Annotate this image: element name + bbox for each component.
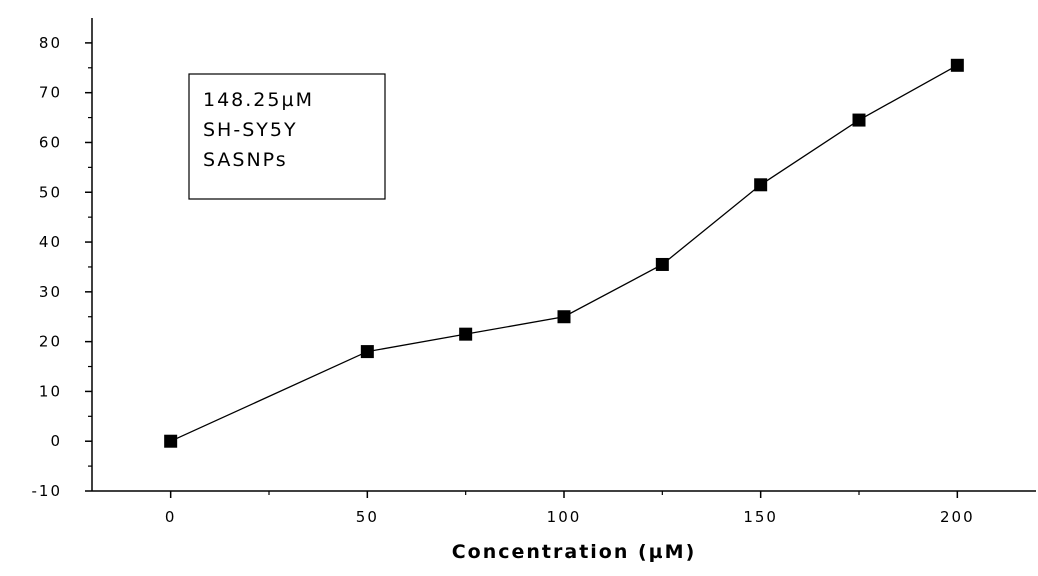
y-tick-label: 40 — [39, 233, 62, 251]
y-tick-label: 30 — [39, 283, 62, 301]
x-tick-label: 0 — [165, 508, 177, 526]
data-point-marker — [557, 310, 571, 324]
y-tick-label: 50 — [39, 183, 62, 201]
x-axis-ticks: 0 50 100 150 200 — [165, 491, 975, 526]
y-tick-label: 10 — [39, 382, 62, 400]
y-tick-label: 0 — [50, 432, 62, 450]
y-tick-label: 80 — [39, 34, 62, 52]
y-tick-label: -10 — [32, 482, 63, 500]
data-point-marker — [459, 327, 473, 341]
y-tick-label: 20 — [39, 333, 62, 351]
data-point-marker — [360, 345, 374, 359]
annotation-border — [188, 73, 386, 200]
data-point-marker — [852, 113, 866, 127]
data-point-marker — [950, 58, 964, 72]
series-line — [170, 64, 958, 442]
annotation-box: 148.25µM SH-SY5Y SASNPs — [188, 73, 386, 200]
data-point-marker — [164, 434, 178, 448]
x-tick-label: 200 — [940, 508, 975, 526]
y-tick-label: 70 — [39, 84, 62, 102]
annotation-line-3: SASNPs — [203, 149, 288, 171]
data-series — [164, 58, 964, 448]
x-tick-label: 150 — [743, 508, 778, 526]
x-axis-label: Concentration (µM) — [452, 541, 697, 563]
annotation-line-1: 148.25µM — [203, 89, 314, 111]
data-point-marker — [655, 257, 669, 271]
x-tick-label: 50 — [356, 508, 379, 526]
y-axis-ticks: -10 0 10 20 30 40 50 60 70 80 — [32, 34, 92, 500]
x-tick-label: 100 — [547, 508, 582, 526]
y-tick-label: 60 — [39, 133, 62, 151]
data-point-marker — [754, 178, 768, 192]
annotation-line-2: SH-SY5Y — [203, 119, 298, 141]
